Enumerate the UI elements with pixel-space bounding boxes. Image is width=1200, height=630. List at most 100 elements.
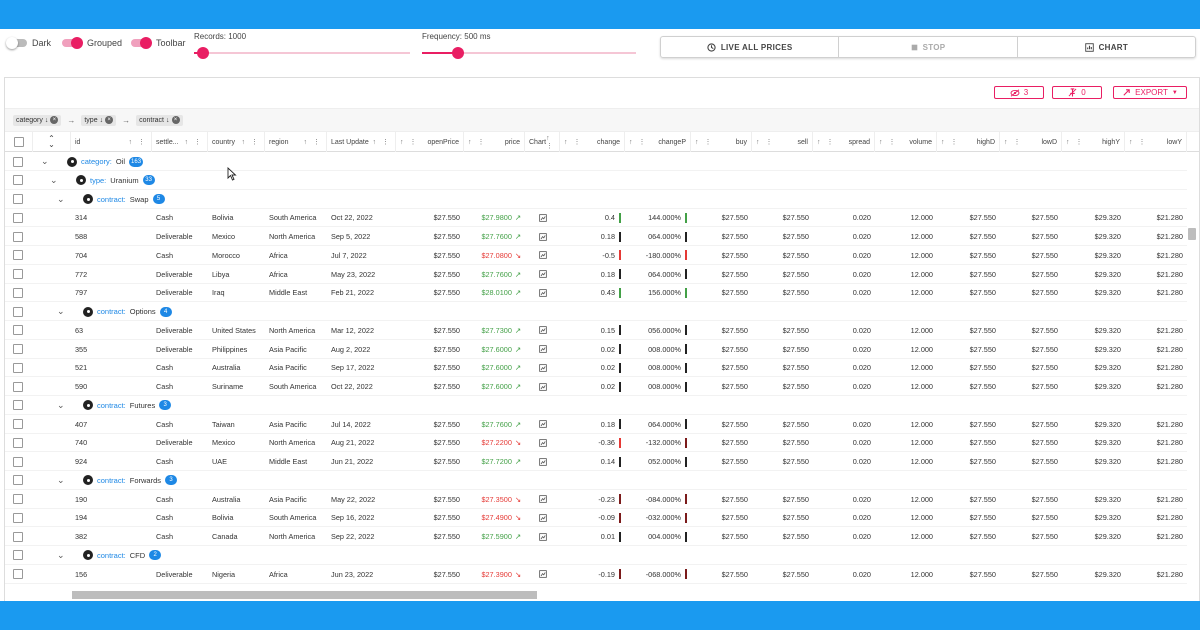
mini-chart-icon[interactable] <box>538 532 547 541</box>
column-header-sell[interactable]: ↑ ⋮ sell <box>752 132 813 152</box>
table-row[interactable]: 521 Cash Australia Asia Pacific Sep 17, 2022… <box>5 358 1187 378</box>
column-header-price[interactable]: ↑ ⋮ price <box>464 132 525 152</box>
dark-toggle[interactable]: Dark <box>6 37 51 49</box>
mini-chart-icon[interactable] <box>538 495 547 503</box>
chart-cell[interactable] <box>529 377 556 396</box>
chevron-down-icon[interactable]: ⌄ <box>57 193 65 204</box>
row-checkbox[interactable] <box>13 550 23 561</box>
select-all-checkbox[interactable] <box>13 137 24 147</box>
sort-menu-icon[interactable]: ↑ ⋮ <box>400 139 419 146</box>
chevron-down-icon[interactable]: ⌄ <box>57 549 65 560</box>
toolbar-toggle[interactable]: Toolbar <box>131 37 186 49</box>
column-header-lowD[interactable]: ↑ ⋮ lowD <box>1000 132 1062 152</box>
stop-button[interactable]: STOP <box>839 37 1018 57</box>
column-header-highD[interactable]: ↑ ⋮ highD <box>937 132 1000 152</box>
sort-menu-icon[interactable]: ↑ ⋮ <box>184 139 203 146</box>
frequency-slider[interactable]: Frequency: 500 ms <box>422 32 636 59</box>
row-checkbox[interactable] <box>13 269 23 279</box>
mini-chart-icon[interactable] <box>538 326 547 335</box>
group-row[interactable]: ⌄ category: Oil 163 <box>5 152 1187 171</box>
row-checkbox[interactable] <box>13 287 23 298</box>
table-row[interactable]: 194 Cash Bolivia South America Sep 16, 2022 $… <box>5 508 1187 528</box>
column-header-id[interactable]: id ↑ ⋮ <box>71 132 152 152</box>
chart-cell[interactable] <box>529 508 556 527</box>
row-checkbox[interactable] <box>13 475 23 486</box>
table-row[interactable]: 588 Deliverable Mexico North America Sep 5, … <box>5 227 1187 246</box>
sort-menu-icon[interactable]: ↑ ⋮ <box>372 139 391 146</box>
close-icon[interactable]: × <box>171 116 180 124</box>
group-row[interactable]: ⌄ type: Uranium 33 <box>5 171 1187 190</box>
sort-menu-icon[interactable]: ↑ ⋮ <box>128 139 147 146</box>
close-icon[interactable]: × <box>50 116 59 124</box>
row-checkbox[interactable] <box>13 456 23 467</box>
column-header-change[interactable]: ↑ ⋮ change <box>560 132 625 152</box>
column-header-lowY[interactable]: ↑ ⋮ lowY <box>1125 132 1187 152</box>
sort-menu-icon[interactable]: ↑ ⋮ <box>941 139 960 146</box>
chart-cell[interactable] <box>529 283 556 302</box>
collapse-all-icon[interactable]: ⌃ ⌄ <box>48 134 55 149</box>
chart-cell[interactable] <box>529 227 556 246</box>
close-icon[interactable]: × <box>105 116 114 124</box>
sort-menu-icon[interactable]: ↑ ⋮ <box>756 139 775 146</box>
row-checkbox[interactable] <box>13 156 23 167</box>
table-row[interactable]: 772 Deliverable Libya Africa May 23, 2022 $27… <box>5 265 1187 284</box>
mini-chart-icon[interactable] <box>538 513 547 522</box>
sort-menu-icon[interactable]: ↑ ⋮ <box>546 134 556 150</box>
row-checkbox[interactable] <box>13 362 23 373</box>
chart-cell[interactable] <box>529 490 556 509</box>
mini-chart-icon[interactable] <box>538 251 547 260</box>
frequency-thumb[interactable] <box>452 47 465 59</box>
mini-chart-icon[interactable] <box>538 288 547 297</box>
group-chip-category[interactable]: category ↓ × <box>13 114 62 126</box>
horizontal-scrollbar-thumb[interactable] <box>72 591 537 599</box>
mini-chart-icon[interactable] <box>538 420 547 428</box>
mini-chart-icon[interactable] <box>538 457 547 466</box>
sort-menu-icon[interactable]: ↑ ⋮ <box>564 139 583 146</box>
chevron-down-icon[interactable]: ⌄ <box>50 174 58 185</box>
grouped-toggle[interactable]: Grouped <box>62 37 122 49</box>
table-row[interactable]: 740 Deliverable Mexico North America Aug 21,… <box>5 433 1187 453</box>
group-chip-contract[interactable]: contract ↓ × <box>136 114 183 126</box>
dark-switch[interactable] <box>6 37 27 49</box>
chart-cell[interactable] <box>529 246 556 265</box>
row-checkbox[interactable] <box>13 325 23 336</box>
group-row[interactable]: ⌄ contract: Swap 5 <box>5 190 1187 209</box>
table-row[interactable]: 63 Deliverable United States North America M… <box>5 321 1187 340</box>
table-row[interactable]: 382 Cash Canada North America Sep 22, 2022 $2… <box>5 527 1187 546</box>
toolbar-switch[interactable] <box>131 37 152 49</box>
column-header-volume[interactable]: ↑ ⋮ volume <box>875 132 937 152</box>
column-header-spread[interactable]: ↑ ⋮ spread <box>813 132 875 152</box>
table-row[interactable]: 355 Deliverable Philippines Asia Pacific Aug… <box>5 340 1187 359</box>
chart-cell[interactable] <box>529 565 556 584</box>
column-header-changeP[interactable]: ↑ ⋮ changeP <box>625 132 691 152</box>
records-thumb[interactable] <box>196 47 209 59</box>
column-header-chart[interactable]: Chart ↑ ⋮ <box>525 132 560 152</box>
sort-menu-icon[interactable]: ↑ ⋮ <box>1129 139 1148 146</box>
row-checkbox[interactable] <box>13 531 23 542</box>
row-checkbox[interactable] <box>13 194 23 204</box>
table-row[interactable]: 590 Cash Suriname South America Oct 22, 2022… <box>5 377 1187 396</box>
row-checkbox[interactable] <box>13 494 23 504</box>
sort-menu-icon[interactable]: ↑ ⋮ <box>468 139 487 146</box>
sort-menu-icon[interactable]: ↑ ⋮ <box>817 139 836 146</box>
chart-cell[interactable] <box>529 415 556 434</box>
row-checkbox[interactable] <box>13 344 23 354</box>
column-header-highY[interactable]: ↑ ⋮ highY <box>1062 132 1125 152</box>
chevron-down-icon[interactable]: ⌄ <box>57 306 65 316</box>
mini-chart-icon[interactable] <box>538 232 547 241</box>
chart-cell[interactable] <box>529 208 556 227</box>
hidden-columns-button[interactable]: 3 <box>994 86 1044 99</box>
chevron-down-icon[interactable]: ⌄ <box>41 156 49 166</box>
row-checkbox[interactable] <box>13 400 23 411</box>
group-row[interactable]: ⌄ contract: Options 4 <box>5 302 1187 321</box>
grouped-switch[interactable] <box>62 37 83 49</box>
frequency-track[interactable] <box>422 47 636 59</box>
row-checkbox[interactable] <box>13 437 23 448</box>
live-all-prices-button[interactable]: LIVE ALL PRICES <box>661 37 840 57</box>
chart-button[interactable]: CHART <box>1018 37 1195 57</box>
select-all-cell[interactable] <box>5 132 33 152</box>
column-header-buy[interactable]: ↑ ⋮ buy <box>691 132 752 152</box>
export-button[interactable]: EXPORT ▼ <box>1113 86 1187 99</box>
table-row[interactable]: 407 Cash Taiwan Asia Pacific Jul 14, 2022 $27… <box>5 415 1187 434</box>
mini-chart-icon[interactable] <box>538 570 547 578</box>
